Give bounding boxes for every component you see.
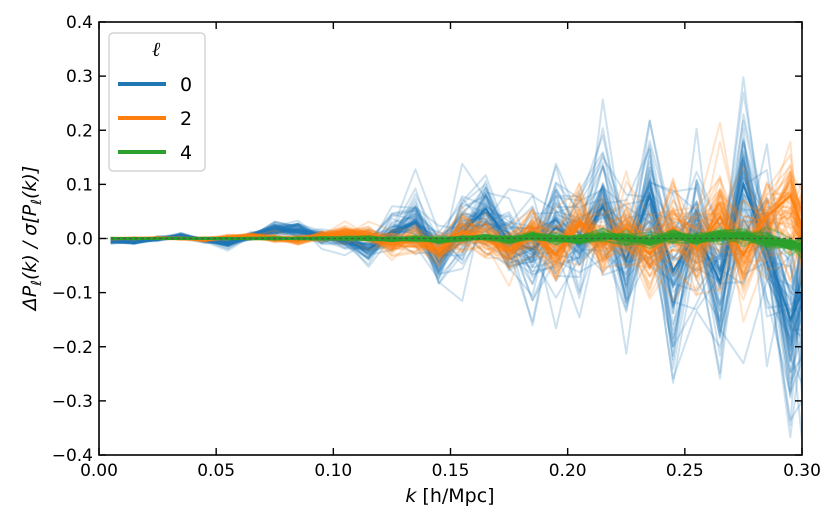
- y-tick-label: 0.0: [66, 230, 93, 250]
- y-tick-label: 0.2: [66, 121, 93, 141]
- series-0-realization: [110, 174, 802, 397]
- legend-label-0: 0: [180, 74, 192, 96]
- series-0-realization: [110, 138, 802, 439]
- series-0-realization: [110, 212, 802, 341]
- series-2-realization: [110, 164, 802, 264]
- series-0-realization: [110, 157, 802, 384]
- series-0-realization: [110, 170, 802, 362]
- series-0: [110, 76, 802, 440]
- legend-box: [108, 32, 206, 172]
- series-0-realization: [110, 199, 802, 347]
- y-tick-label: −0.4: [52, 446, 93, 466]
- legend-title: ℓ: [152, 37, 161, 61]
- legend-label-2: 2: [180, 108, 192, 130]
- series-0-realization: [110, 165, 802, 399]
- series-0-realization: [110, 151, 802, 314]
- y-axis-title-ell1: ℓ: [29, 280, 45, 287]
- series-0-realization: [110, 159, 802, 348]
- series-0-realization: [110, 198, 802, 367]
- series-0-realization: [110, 170, 802, 363]
- y-tick-label: −0.2: [52, 338, 93, 358]
- series-0-realization: [110, 195, 802, 394]
- x-tick-label: 0.05: [197, 461, 235, 481]
- series-0-realization: [110, 148, 802, 352]
- series-layer: [110, 76, 802, 440]
- y-tick-label: 0.1: [66, 175, 93, 195]
- y-axis-title-delta: ΔP: [19, 285, 41, 312]
- y-axis-title-mid1: (k) / σ[P: [19, 204, 41, 280]
- x-tick-label: 0.20: [549, 461, 587, 481]
- tick-layer: 0.00 0.05 0.10 0.15 0.20 0.25 0.30−0.4−0.3−0.2…: [52, 13, 821, 481]
- y-tick-label: 0.4: [66, 13, 93, 33]
- y-axis-title-mid2: (k)]: [19, 166, 41, 199]
- series-0-realization: [110, 165, 802, 330]
- series-0-realization: [110, 194, 802, 358]
- series-0-realization: [110, 187, 802, 422]
- series-2-realization: [110, 183, 802, 297]
- series-0-realization: [110, 127, 802, 334]
- series-0-realization: [110, 177, 802, 350]
- x-axis-title: k [h/Mpc]: [405, 485, 494, 507]
- y-tick-label: −0.1: [52, 284, 93, 304]
- series-0-realization: [110, 144, 802, 321]
- series-0-realization: [110, 195, 802, 293]
- series-0-realization: [110, 160, 802, 357]
- x-tick-label: 0.10: [314, 461, 352, 481]
- y-tick-label: 0.3: [66, 67, 93, 87]
- x-axis-title-k: k: [405, 485, 417, 507]
- x-tick-label: 0.30: [783, 461, 821, 481]
- series-0-realization: [110, 91, 802, 331]
- legend: ℓ 0 2 4: [108, 32, 206, 172]
- series-0-realization: [110, 168, 802, 380]
- series-2-realization: [110, 193, 802, 296]
- series-0-realization: [110, 184, 802, 334]
- x-tick-label: 0.25: [666, 461, 704, 481]
- legend-label-4: 4: [180, 142, 192, 164]
- x-axis-title-unit: [h/Mpc]: [416, 485, 494, 507]
- x-tick-label: 0.15: [432, 461, 470, 481]
- y-tick-label: −0.3: [52, 392, 93, 412]
- y-axis-title-ell2: ℓ: [29, 199, 45, 206]
- series-0-realization: [110, 187, 802, 374]
- series-0-realization: [110, 166, 802, 427]
- y-axis-title: ΔPℓ(k) / σ[Pℓ(k)]: [19, 166, 45, 313]
- series-0-realization: [110, 182, 802, 348]
- series-0-realization: [110, 178, 802, 317]
- x-tick-label: 0.00: [80, 461, 118, 481]
- series-0-realization: [110, 183, 802, 384]
